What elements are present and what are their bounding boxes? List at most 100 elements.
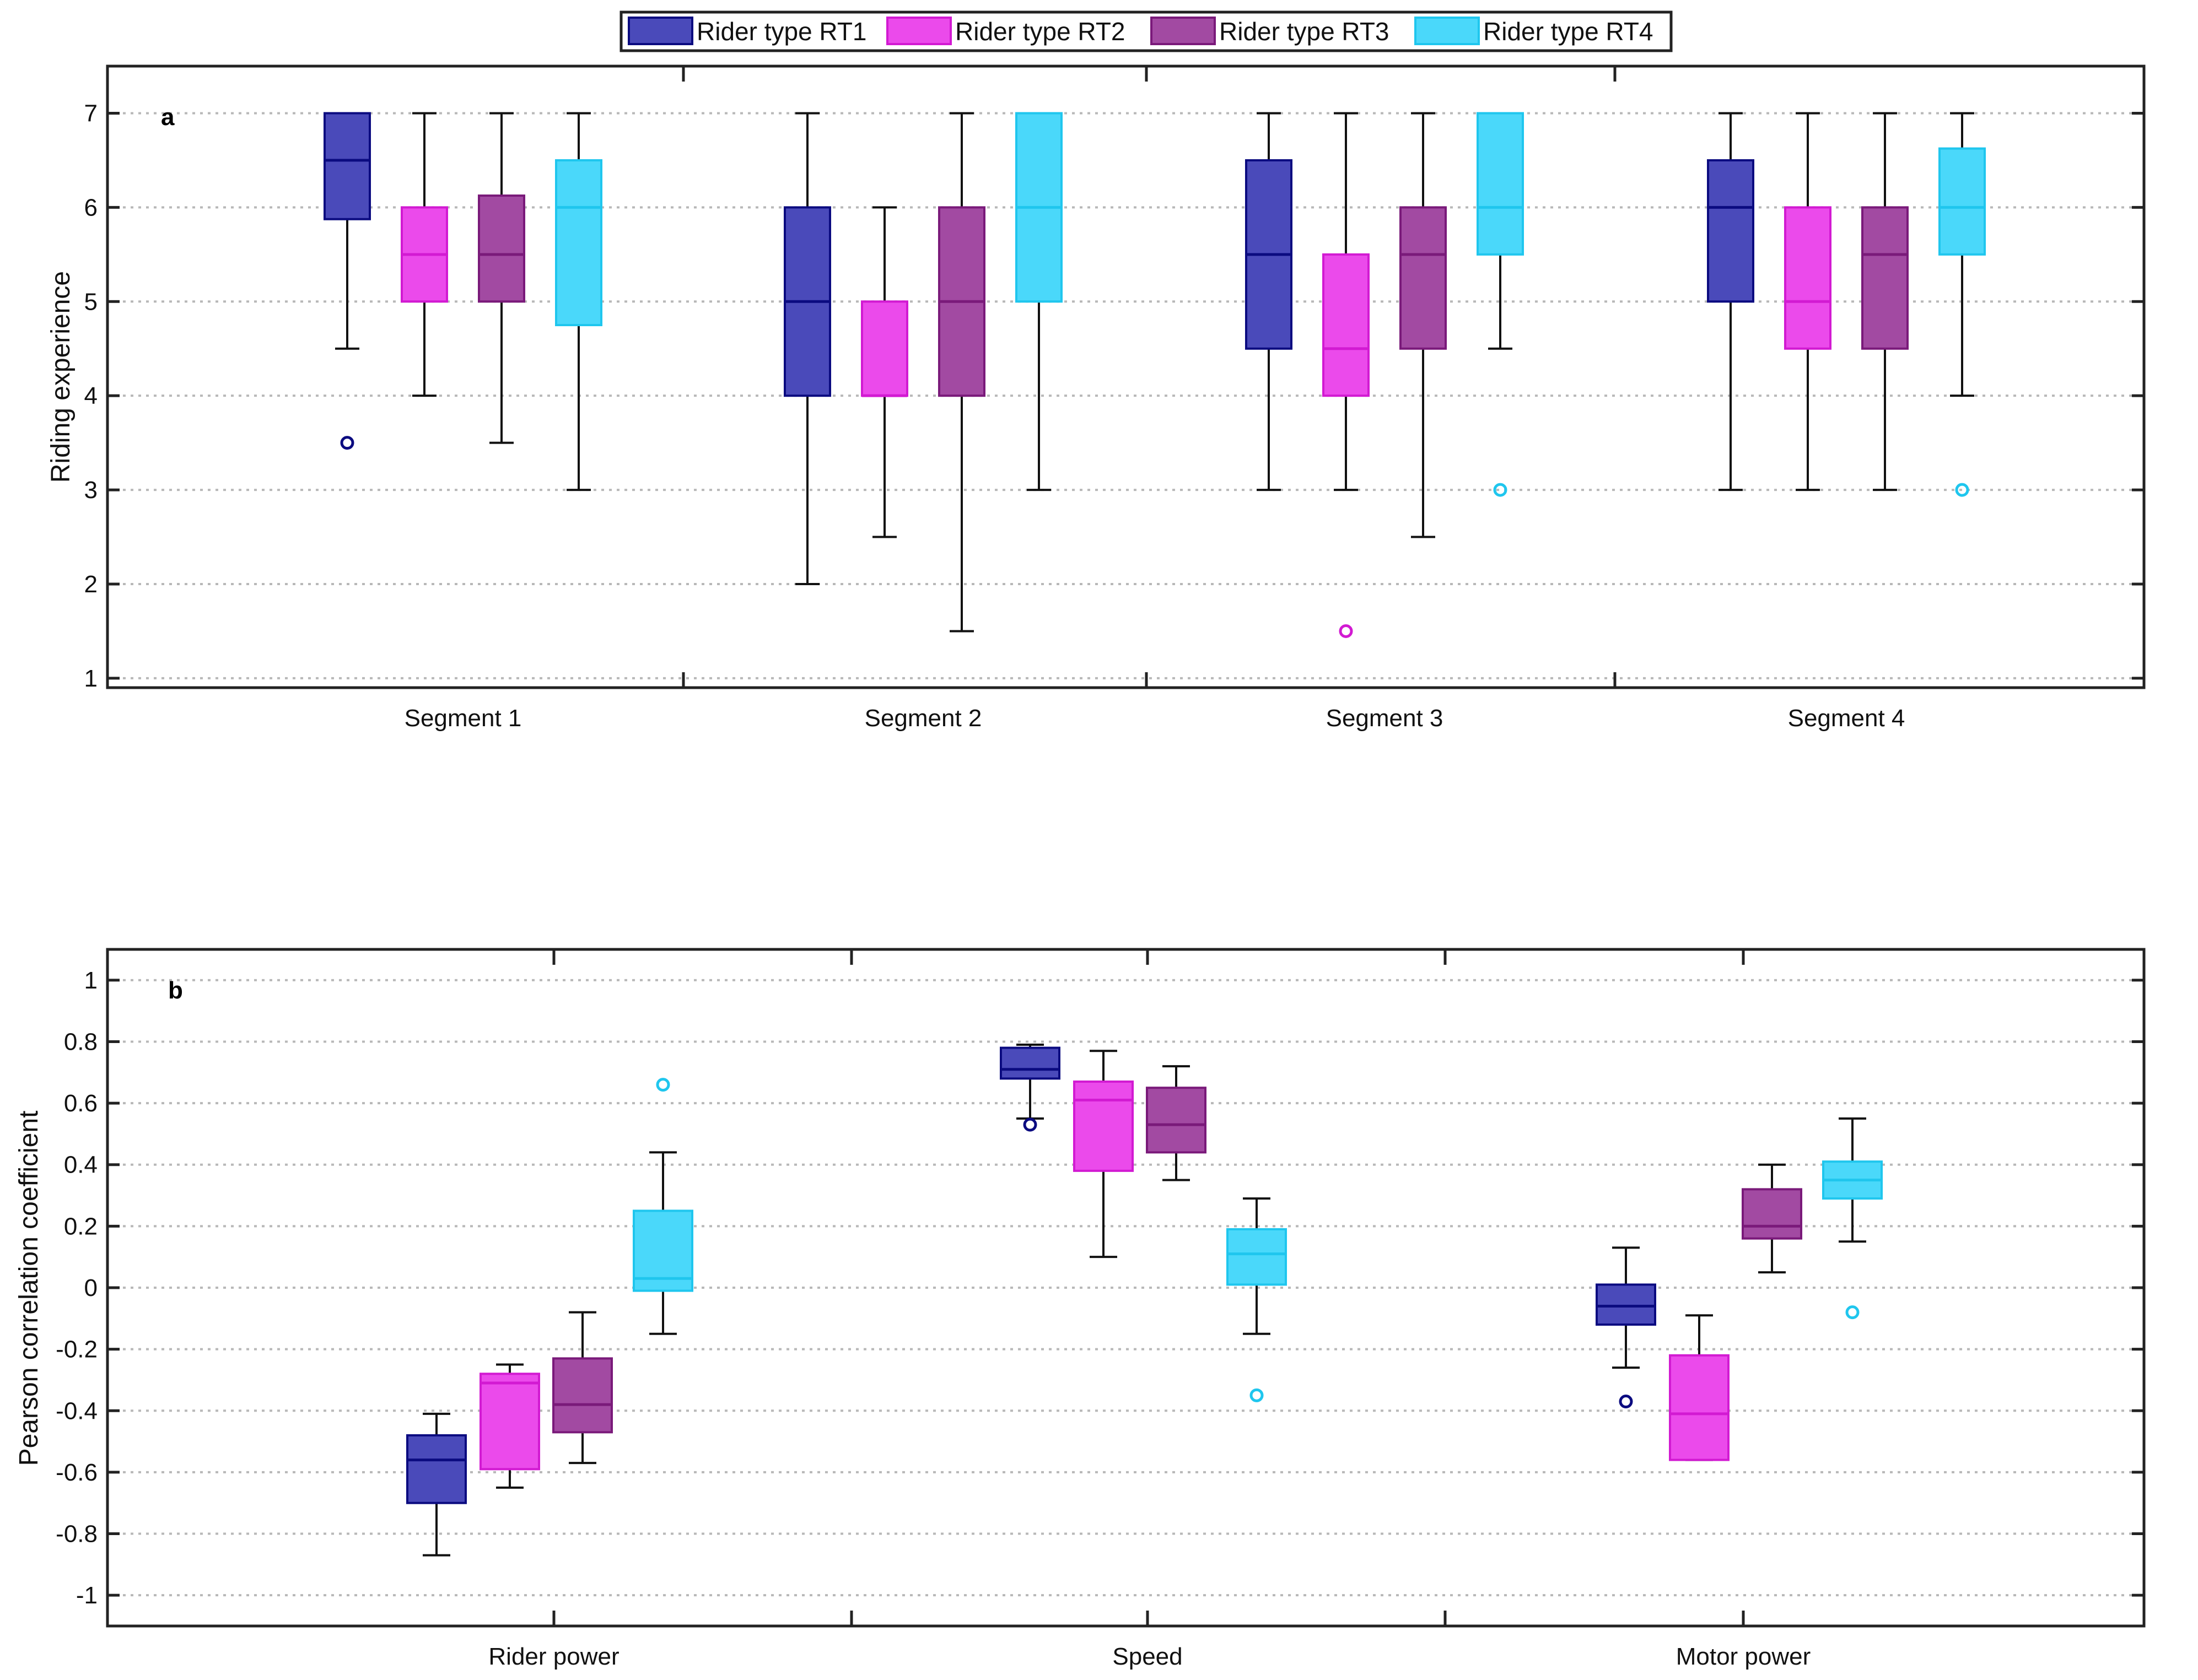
y-tick-label: -1: [76, 1582, 98, 1609]
box-plot: [406, 1412, 467, 1557]
y-tick-label: 6: [84, 194, 98, 221]
box-plot: [633, 1078, 693, 1335]
box-plot: [1226, 1197, 1287, 1402]
panel-b-ylabel: Pearson correlation coefficient: [14, 1111, 44, 1466]
y-tick-label: 2: [84, 571, 98, 598]
box-plot: [1399, 112, 1447, 538]
panel-a-frame: [106, 64, 2146, 689]
box-iqr: [1596, 1283, 1656, 1326]
legend-label-rt2: Rider type RT2: [955, 17, 1125, 46]
y-tick-label: 0.2: [64, 1213, 98, 1240]
y-tick-label: 0: [84, 1274, 98, 1301]
box-plot: [1707, 112, 1754, 491]
box-plot: [1000, 1044, 1060, 1132]
panel-a-letter: a: [161, 104, 175, 131]
box-iqr: [1226, 1228, 1287, 1286]
box-iqr: [1477, 112, 1524, 256]
box-iqr: [1742, 1188, 1802, 1240]
box-iqr: [552, 1357, 613, 1434]
legend-swatch-rt3: [1150, 17, 1216, 45]
x-tick-label: Segment 3: [1326, 705, 1443, 732]
panel-b-boxes: [406, 1044, 1883, 1557]
box-plot: [1322, 112, 1370, 638]
x-tick-label: Segment 1: [405, 705, 522, 732]
box-plot: [1822, 1117, 1883, 1320]
legend-item-rt1[interactable]: Rider type RT1: [628, 17, 867, 46]
x-tick-label: Motor power: [1676, 1643, 1811, 1670]
y-tick-label: -0.8: [56, 1521, 98, 1548]
y-tick-label: 0.8: [64, 1028, 98, 1055]
box-iqr: [1399, 206, 1447, 350]
y-tick-label: 3: [84, 477, 98, 504]
y-tick-label: 0.4: [64, 1152, 98, 1179]
box-plot: [1245, 112, 1292, 491]
box-plot: [1742, 1163, 1802, 1274]
box-iqr: [1938, 147, 1986, 256]
y-tick-label: 0.6: [64, 1090, 98, 1117]
x-tick-label: Rider power: [488, 1643, 619, 1670]
box-plot: [324, 112, 371, 450]
y-tick-label: -0.6: [56, 1459, 98, 1486]
panel-b: -1 -0.8 -0.6 -0.4 -0.2 0 0.2 0.4 0.6 0.8 1 Rider p…: [14, 948, 2146, 1670]
outlier-point: [1249, 1388, 1264, 1402]
y-tick-label: 5: [84, 288, 98, 315]
panel-a-ytick-labels: 1 2 3 4 5 6 7: [84, 100, 98, 692]
outlier-point: [1023, 1117, 1037, 1132]
panel-b-xtick-labels: Rider power Speed Motor power: [488, 1643, 1811, 1670]
panel-b-frame: [106, 948, 2146, 1628]
box-iqr: [1861, 206, 1909, 350]
box-iqr: [324, 112, 371, 220]
box-iqr: [1146, 1087, 1206, 1154]
box-plot: [478, 112, 525, 444]
outlier-point: [1493, 483, 1507, 497]
panel-b-ticks: [107, 949, 2144, 1626]
outlier-point: [1845, 1305, 1860, 1320]
legend-label-rt3: Rider type RT3: [1219, 17, 1389, 46]
y-tick-label: 1: [84, 665, 98, 692]
outlier-point: [1955, 483, 1969, 497]
box-iqr: [478, 195, 525, 303]
box-plot: [401, 112, 448, 397]
panel-a-ylabel: Riding experience: [46, 271, 76, 483]
legend-item-rt2[interactable]: Rider type RT2: [886, 17, 1125, 46]
box-plot: [1784, 112, 1831, 491]
panel-a-boxes: [324, 112, 1986, 638]
box-iqr: [1784, 206, 1831, 350]
box-plot: [1146, 1065, 1206, 1181]
box-iqr: [1669, 1354, 1730, 1461]
outlier-point: [1619, 1395, 1633, 1409]
box-plot: [938, 112, 985, 633]
box-plot: [1015, 112, 1063, 491]
box-iqr: [861, 300, 908, 397]
box-plot: [1938, 112, 1986, 497]
x-tick-label: Segment 4: [1788, 705, 1905, 732]
box-plot: [784, 112, 831, 585]
y-tick-label: 1: [84, 967, 98, 994]
legend-label-rt4: Rider type RT4: [1483, 17, 1653, 46]
outlier-point: [1339, 624, 1353, 638]
box-iqr: [1000, 1046, 1060, 1080]
box-iqr: [1073, 1081, 1134, 1172]
legend-swatch-rt4: [1414, 17, 1480, 45]
legend-item-rt4[interactable]: Rider type RT4: [1414, 17, 1653, 46]
box-iqr: [1707, 159, 1754, 303]
box-plot: [1477, 112, 1524, 497]
panel-b-letter: b: [168, 977, 183, 1004]
box-plot: [1596, 1246, 1656, 1409]
outlier-point: [340, 436, 354, 450]
box-plot: [861, 206, 908, 538]
legend-label-rt1: Rider type RT1: [697, 17, 867, 46]
box-plot: [1669, 1314, 1730, 1461]
y-tick-label: -0.2: [56, 1336, 98, 1363]
y-tick-label: 4: [84, 382, 98, 409]
box-iqr: [1322, 253, 1370, 397]
box-plot: [552, 1311, 613, 1465]
box-plot: [1861, 112, 1909, 491]
panel-a-ticks: [107, 66, 2144, 688]
outlier-point: [656, 1078, 670, 1092]
legend-item-rt3[interactable]: Rider type RT3: [1150, 17, 1389, 46]
legend-frame: [619, 10, 1673, 52]
legend-swatch-rt2: [886, 17, 952, 45]
x-tick-label: Segment 2: [865, 705, 982, 732]
